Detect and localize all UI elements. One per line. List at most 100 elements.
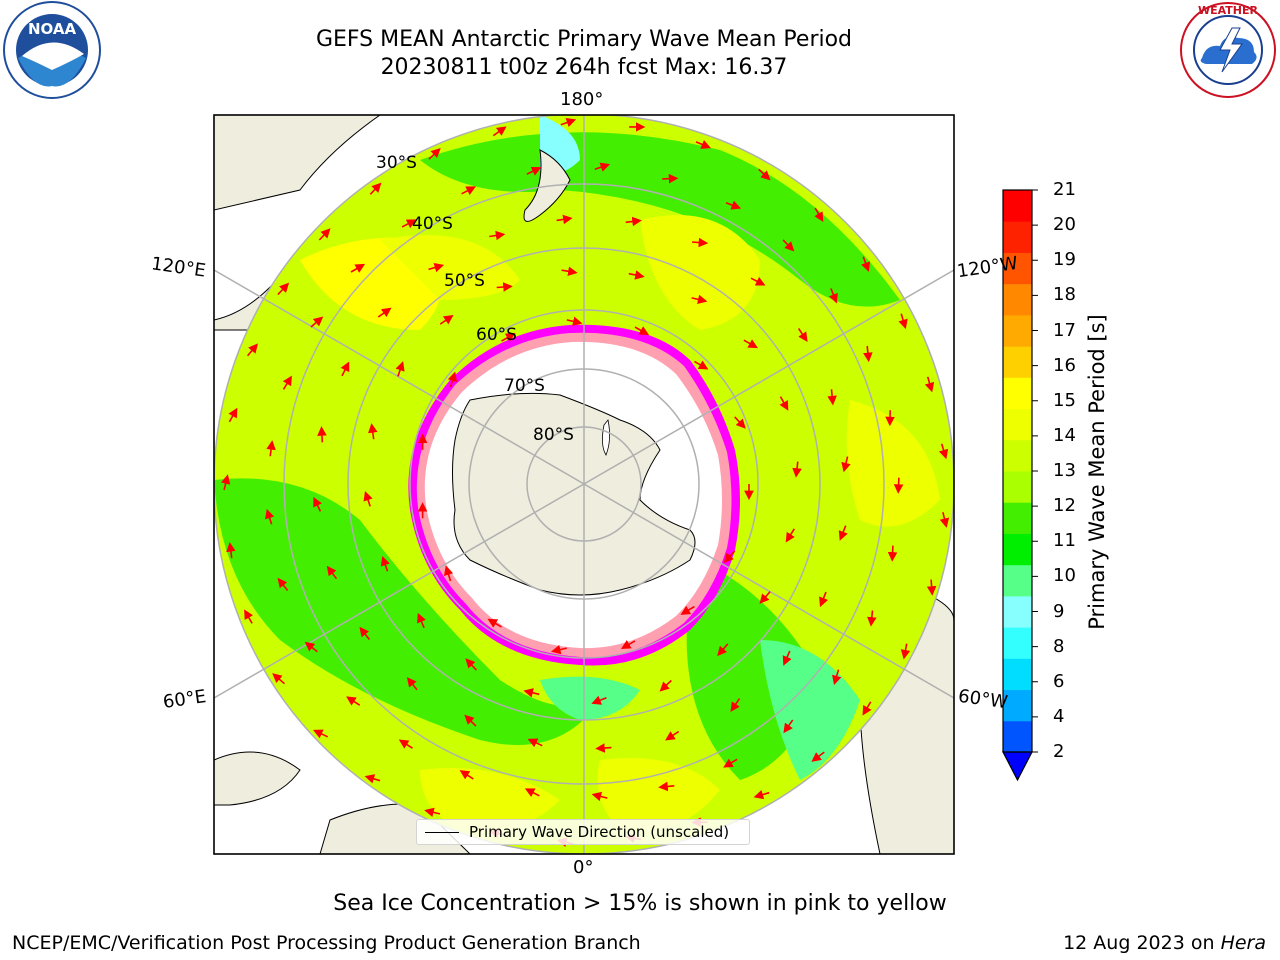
wave-direction-arrow (658, 781, 675, 792)
wave-direction-arrow (841, 456, 851, 473)
caption: Sea Ice Concentration > 15% is shown in … (333, 891, 947, 916)
wave-direction-arrow (595, 743, 612, 753)
lat-label-80s: 80°S (533, 425, 574, 445)
wave-direction-arrow (753, 789, 770, 800)
wave-direction-arrow (827, 389, 837, 406)
lat-label-60s: 60°S (476, 325, 517, 345)
colorbar-segment (1003, 689, 1032, 722)
wave-direction-arrow (447, 371, 458, 388)
wave-direction-arrow (620, 640, 636, 649)
wave-direction-arrow (556, 214, 573, 225)
wave-direction-arrow (695, 140, 711, 149)
wave-direction-arrow (693, 360, 709, 370)
wave-direction-arrow (838, 525, 848, 541)
wave-direction-arrow (266, 440, 276, 457)
colorbar-tick-label: 11 (1053, 530, 1076, 552)
wave-direction-arrow (363, 490, 373, 507)
wave-direction-arrow (492, 126, 507, 137)
wave-direction-arrow (924, 376, 935, 393)
wave-direction-arrow (377, 307, 392, 318)
wave-direction-arrow (680, 605, 695, 615)
wave-direction-arrow (566, 316, 583, 327)
wave-direction-arrow (369, 182, 382, 195)
wave-direction-arrow (346, 696, 361, 706)
wave-direction-arrow (428, 147, 441, 160)
svg-text:WEATHER: WEATHER (1198, 4, 1259, 17)
wave-direction-arrow (785, 528, 795, 543)
wave-direction-arrow (406, 677, 418, 691)
wave-direction-arrow (220, 474, 231, 491)
colorbar-tick-label: 2 (1053, 741, 1065, 762)
wave-direction-arrow (814, 207, 824, 222)
wave-direction-arrow (272, 673, 286, 685)
colorbar-tick-label: 4 (1053, 705, 1065, 727)
wave-direction-arrow (265, 508, 275, 525)
colorbar-tick-label: 18 (1053, 284, 1076, 306)
graticule (214, 115, 954, 854)
wave-direction-arrow (692, 237, 709, 248)
wave-direction-arrow (717, 643, 729, 657)
colorbar-segment (1003, 439, 1032, 472)
wave-direction-arrow (364, 774, 381, 784)
colorbar-segment (1003, 221, 1032, 253)
wave-direction-arrow (591, 695, 607, 705)
wave-direction-arrow (939, 512, 950, 528)
colorbar-tick-label: 21 (1053, 179, 1076, 200)
wave-direction-arrow (938, 443, 949, 460)
wave-direction-arrow (424, 807, 441, 818)
map-frame (213, 114, 955, 855)
wave-direction-arrow (550, 644, 567, 655)
wave-direction-arrow (465, 658, 477, 671)
wave-direction-arrow (867, 610, 877, 627)
colorbar-segment (1003, 502, 1032, 534)
wave-direction-arrow (380, 555, 390, 572)
colorbar-segment (1003, 658, 1032, 691)
wave-direction-arrow (743, 339, 758, 349)
wave-direction-arrow (395, 361, 405, 377)
wave-direction-arrow (797, 328, 808, 342)
colorbar-segment (1003, 252, 1032, 285)
wave-direction-arrow (662, 173, 679, 184)
wave-direction-arrow (523, 688, 540, 698)
wave-direction-arrow (561, 266, 578, 277)
wave-direction-arrow (246, 343, 258, 357)
lat-label-50s: 50°S (444, 271, 485, 291)
wave-direction-arrow (282, 375, 292, 390)
wave-direction-arrow (628, 270, 645, 280)
colorbar-segment (1003, 595, 1032, 628)
wave-direction-arrow (526, 166, 542, 176)
legend-label: Primary Wave Direction (unscaled) (469, 823, 730, 841)
colorbar-tick-label: 20 (1053, 214, 1076, 236)
wave-direction-arrow (313, 729, 329, 739)
wave-direction-arrow (439, 314, 454, 325)
wave-direction-arrow (228, 407, 238, 423)
wave-direction-arrow (723, 758, 738, 768)
wave-direction-arrow (792, 461, 802, 478)
colorbar-tick-label: 13 (1053, 460, 1076, 481)
wave-direction-arrow (591, 791, 608, 802)
wave-direction-arrow (828, 288, 838, 304)
colorbar-segment (1003, 720, 1032, 753)
wave-direction-arrow (779, 396, 789, 411)
colorbar-tick-label: 15 (1053, 389, 1076, 411)
wave-direction-arrow (226, 542, 236, 559)
wave-direction-arrow (527, 738, 543, 748)
wave-direction-arrow (594, 162, 611, 172)
chart-title: GEFS MEAN Antarctic Primary Wave Mean Pe… (315, 27, 853, 52)
wave-direction-arrow (340, 361, 350, 377)
wave-direction-arrow (758, 168, 771, 181)
lat-label-70s: 70°S (504, 376, 545, 396)
wave-direction-arrow (459, 770, 474, 780)
wave-direction-arrow (862, 701, 872, 716)
wave-direction-arrow (819, 591, 829, 608)
wave-direction-arrow (524, 788, 540, 798)
colorbar-tick-label: 8 (1053, 635, 1065, 657)
wave-direction-arrow (861, 256, 871, 272)
wave-direction-arrow (665, 730, 680, 741)
wave-direction-arrow (368, 423, 378, 440)
wave-direction-arrow (489, 230, 506, 241)
colorbar-segment (1003, 533, 1032, 566)
wave-direction-arrow (318, 228, 331, 241)
colorbar-segment (1003, 314, 1032, 347)
colorbar-segment (1003, 190, 1032, 222)
